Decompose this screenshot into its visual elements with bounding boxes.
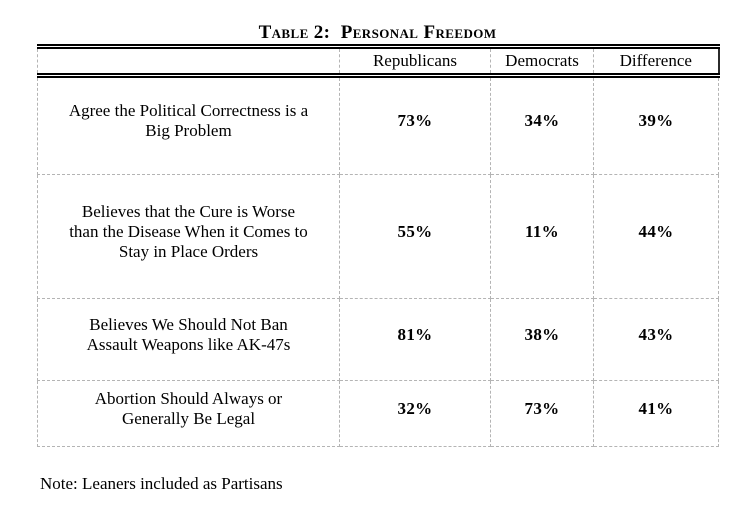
table-row: Abortion Should Always or Generally Be L… <box>37 380 719 447</box>
table-title: Table 2: Personal Freedom <box>258 22 497 43</box>
document-page: Table 2: Personal Freedom Republicans De… <box>0 22 750 515</box>
difference-value: 39% <box>593 75 719 175</box>
republicans-value: 55% <box>339 174 491 299</box>
difference-value: 43% <box>593 298 719 381</box>
row-label: Believes We Should Not Ban Assault Weapo… <box>37 298 340 381</box>
header-difference: Difference <box>593 44 720 78</box>
democrats-value: 73% <box>490 380 594 447</box>
personal-freedom-table: Republicans Democrats Difference Agree t… <box>37 44 720 447</box>
row-label: Believes that the Cure is Worse than the… <box>37 174 340 299</box>
header-row: Republicans Democrats Difference <box>37 44 720 78</box>
table-row: Agree the Political Correctness is a Big… <box>37 75 719 175</box>
table-note: Note: Leaners included as Partisans <box>40 474 283 493</box>
row-label: Agree the Political Correctness is a Big… <box>37 75 340 175</box>
header-democrats: Democrats <box>490 44 594 78</box>
difference-value: 44% <box>593 174 719 299</box>
table-row: Believes that the Cure is Worse than the… <box>37 174 719 299</box>
table-row: Believes We Should Not Ban Assault Weapo… <box>37 298 719 381</box>
democrats-value: 11% <box>490 174 594 299</box>
row-label: Abortion Should Always or Generally Be L… <box>37 380 340 447</box>
republicans-value: 81% <box>339 298 491 381</box>
republicans-value: 32% <box>339 380 491 447</box>
democrats-value: 38% <box>490 298 594 381</box>
header-republicans: Republicans <box>339 44 491 78</box>
difference-value: 41% <box>593 380 719 447</box>
republicans-value: 73% <box>339 75 491 175</box>
header-empty-cell <box>37 44 340 78</box>
democrats-value: 34% <box>490 75 594 175</box>
